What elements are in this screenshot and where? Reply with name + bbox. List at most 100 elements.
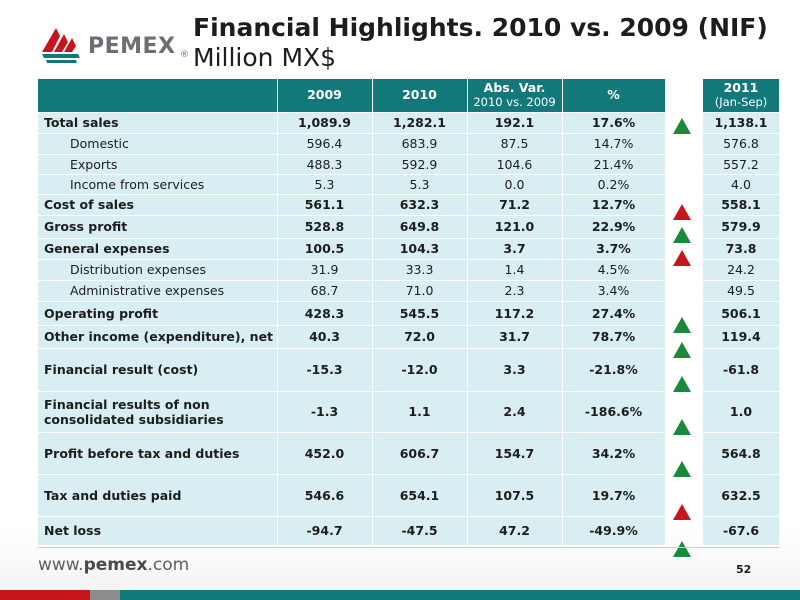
pemex-logo: PEMEX ®: [38, 22, 189, 66]
row-2011: 1,138.1: [703, 112, 779, 134]
cell-v2010: 592.9: [372, 154, 468, 175]
row-2011: 73.8: [703, 238, 779, 260]
footer-divider: [38, 547, 780, 548]
cell-pct: 4.5%: [562, 259, 666, 281]
red-up-triangle-icon: [673, 504, 691, 520]
indicator-cell: [668, 336, 698, 360]
indicator-cell: [668, 157, 698, 178]
cell-v2009: -1.3: [277, 391, 373, 433]
row-label: Income from services: [38, 174, 278, 195]
cell-pct: -49.9%: [562, 516, 666, 546]
cell-v2010: 545.5: [372, 301, 468, 326]
cell-pct: 22.9%: [562, 215, 666, 239]
indicator-cell: [668, 311, 698, 336]
indicator-cell: [668, 221, 698, 245]
table-row: Total sales 1,089.9 1,282.1 192.1 17.6%: [38, 112, 666, 134]
green-up-triangle-icon: [673, 461, 691, 477]
header-2009: 2009: [277, 79, 373, 113]
cell-2011: 24.2: [703, 259, 779, 281]
indicator-cell: [668, 199, 698, 221]
row-label-text: Exports: [70, 156, 118, 172]
cell-pct: 21.4%: [562, 154, 666, 175]
row-label-text: Gross profit: [44, 219, 128, 234]
green-up-triangle-icon: [673, 118, 691, 134]
table-row: Profit before tax and duties 452.0 606.7 15…: [38, 432, 666, 475]
row-label-text-2: consolidated subsidiaries: [44, 411, 224, 427]
cell-2011: 579.9: [703, 215, 779, 239]
green-up-triangle-icon: [673, 419, 691, 435]
cell-v2009: 428.3: [277, 301, 373, 326]
cell-pct: 0.2%: [562, 174, 666, 195]
cell-v2009: 31.9: [277, 259, 373, 281]
cell-v2010: 1.1: [372, 391, 468, 433]
row-label-text: Administrative expenses: [70, 283, 225, 298]
row-label-text: Total sales: [44, 115, 119, 130]
row-2011: 558.1: [703, 194, 779, 216]
cell-v2010: 5.3: [372, 174, 468, 195]
row-label-text: Financial result (cost): [44, 362, 199, 377]
row-label: Distribution expenses: [38, 259, 278, 281]
cell-abs: 1.4: [467, 259, 563, 281]
cell-abs: 192.1: [467, 112, 563, 134]
cell-v2010: 632.3: [372, 194, 468, 216]
cell-2011: 119.4: [703, 325, 779, 349]
indicator-cell: [668, 135, 698, 157]
page-number: 52: [736, 563, 752, 576]
cell-pct: 3.7%: [562, 238, 666, 260]
header-2011-sub: (Jan-Sep): [714, 95, 768, 110]
cell-abs: 107.5: [467, 474, 563, 517]
row-label: Administrative expenses: [38, 280, 278, 302]
column-2011: 2011 (Jan-Sep) 1,138.1 576.8 557.2 4.0 558.1…: [703, 79, 779, 546]
green-up-triangle-icon: [673, 541, 691, 557]
cell-v2009: 452.0: [277, 432, 373, 475]
cell-v2010: 654.1: [372, 474, 468, 517]
cell-v2009: 1,089.9: [277, 112, 373, 134]
table-row: Domestic 596.4 683.9 87.5 14.7%: [38, 133, 666, 155]
table-row: Financial results of non consolidated sub…: [38, 391, 666, 433]
footer-bar-gray: [90, 590, 120, 600]
table-row: Cost of sales 561.1 632.3 71.2 12.7%: [38, 194, 666, 216]
url-prefix: www.: [38, 555, 84, 575]
cell-v2010: 606.7: [372, 432, 468, 475]
cell-v2010: 649.8: [372, 215, 468, 239]
cell-2011: 558.1: [703, 194, 779, 216]
cell-v2009: 40.3: [277, 325, 373, 349]
header-abs-var-sub: 2010 vs. 2009: [473, 95, 556, 110]
indicator-cell: [668, 404, 698, 446]
indicator-cell: [668, 360, 698, 404]
header-2011-label: 2011: [723, 80, 759, 96]
row-label: Net loss: [38, 516, 278, 546]
row-2011: 49.5: [703, 280, 779, 302]
cell-v2010: 72.0: [372, 325, 468, 349]
green-up-triangle-icon: [673, 376, 691, 392]
cell-2011: 564.8: [703, 432, 779, 475]
cell-pct: 34.2%: [562, 432, 666, 475]
url-brand: pemex: [83, 555, 148, 575]
cell-pct: 27.4%: [562, 301, 666, 326]
header-abs-var-label: Abs. Var.: [483, 80, 546, 96]
cell-abs: 3.7: [467, 238, 563, 260]
row-label-text: General expenses: [44, 241, 170, 256]
header-blank: [38, 79, 278, 113]
cell-pct: 17.6%: [562, 112, 666, 134]
table-row: Operating profit 428.3 545.5 117.2 27.4%: [38, 301, 666, 326]
row-2011: 576.8: [703, 133, 779, 155]
cell-2011: -61.8: [703, 348, 779, 392]
footer-url[interactable]: www.pemex.com: [38, 555, 189, 575]
row-2011: 632.5: [703, 474, 779, 517]
cell-v2009: 561.1: [277, 194, 373, 216]
cell-v2009: -15.3: [277, 348, 373, 392]
cell-abs: 121.0: [467, 215, 563, 239]
cell-v2009: 488.3: [277, 154, 373, 175]
row-label-text: Income from services: [70, 176, 205, 192]
indicator-cell: [668, 446, 698, 489]
cell-abs: 2.4: [467, 391, 563, 433]
green-up-triangle-icon: [673, 227, 691, 243]
cell-abs: 0.0: [467, 174, 563, 195]
cell-2011: 506.1: [703, 301, 779, 326]
row-2011: 557.2: [703, 154, 779, 175]
table-row: General expenses 100.5 104.3 3.7 3.7%: [38, 238, 666, 260]
row-label-text: Financial results of non: [44, 396, 210, 412]
footer-bar-red: [0, 590, 90, 600]
row-2011: 1.0: [703, 391, 779, 433]
